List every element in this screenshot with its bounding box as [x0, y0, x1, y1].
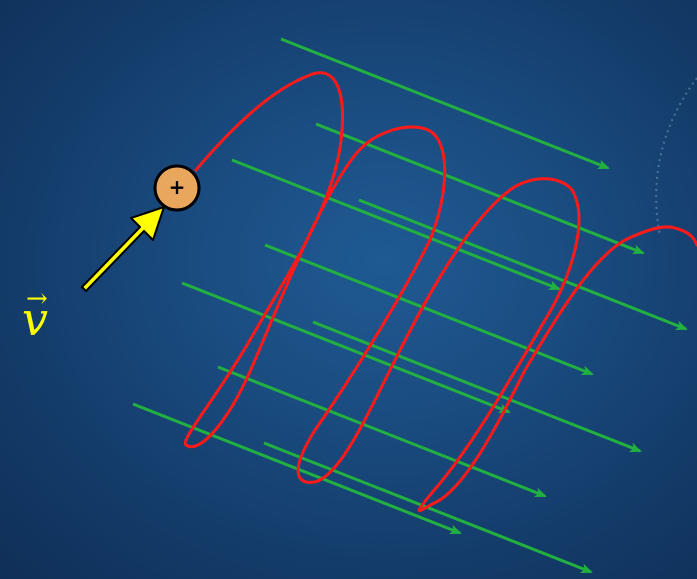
- charge-symbol: +: [168, 175, 186, 199]
- helical-trajectory: [183, 71, 697, 513]
- positive-charge-particle: [153, 164, 201, 212]
- vector-arrow-glyph: →: [26, 284, 48, 314]
- field-line: [181, 281, 511, 414]
- background-arc: [655, 77, 697, 236]
- field-line: [132, 402, 462, 535]
- field-line: [231, 158, 561, 291]
- field-line: [264, 243, 594, 376]
- field-line: [217, 365, 547, 498]
- field-line: [280, 37, 610, 170]
- field-line: [315, 122, 645, 255]
- velocity-label: → v: [22, 284, 48, 342]
- magnetic-field-lines: [132, 37, 688, 574]
- velocity-symbol: v: [22, 292, 48, 346]
- field-line: [312, 320, 642, 453]
- field-line: [358, 198, 688, 331]
- velocity-arrow: [81, 206, 165, 292]
